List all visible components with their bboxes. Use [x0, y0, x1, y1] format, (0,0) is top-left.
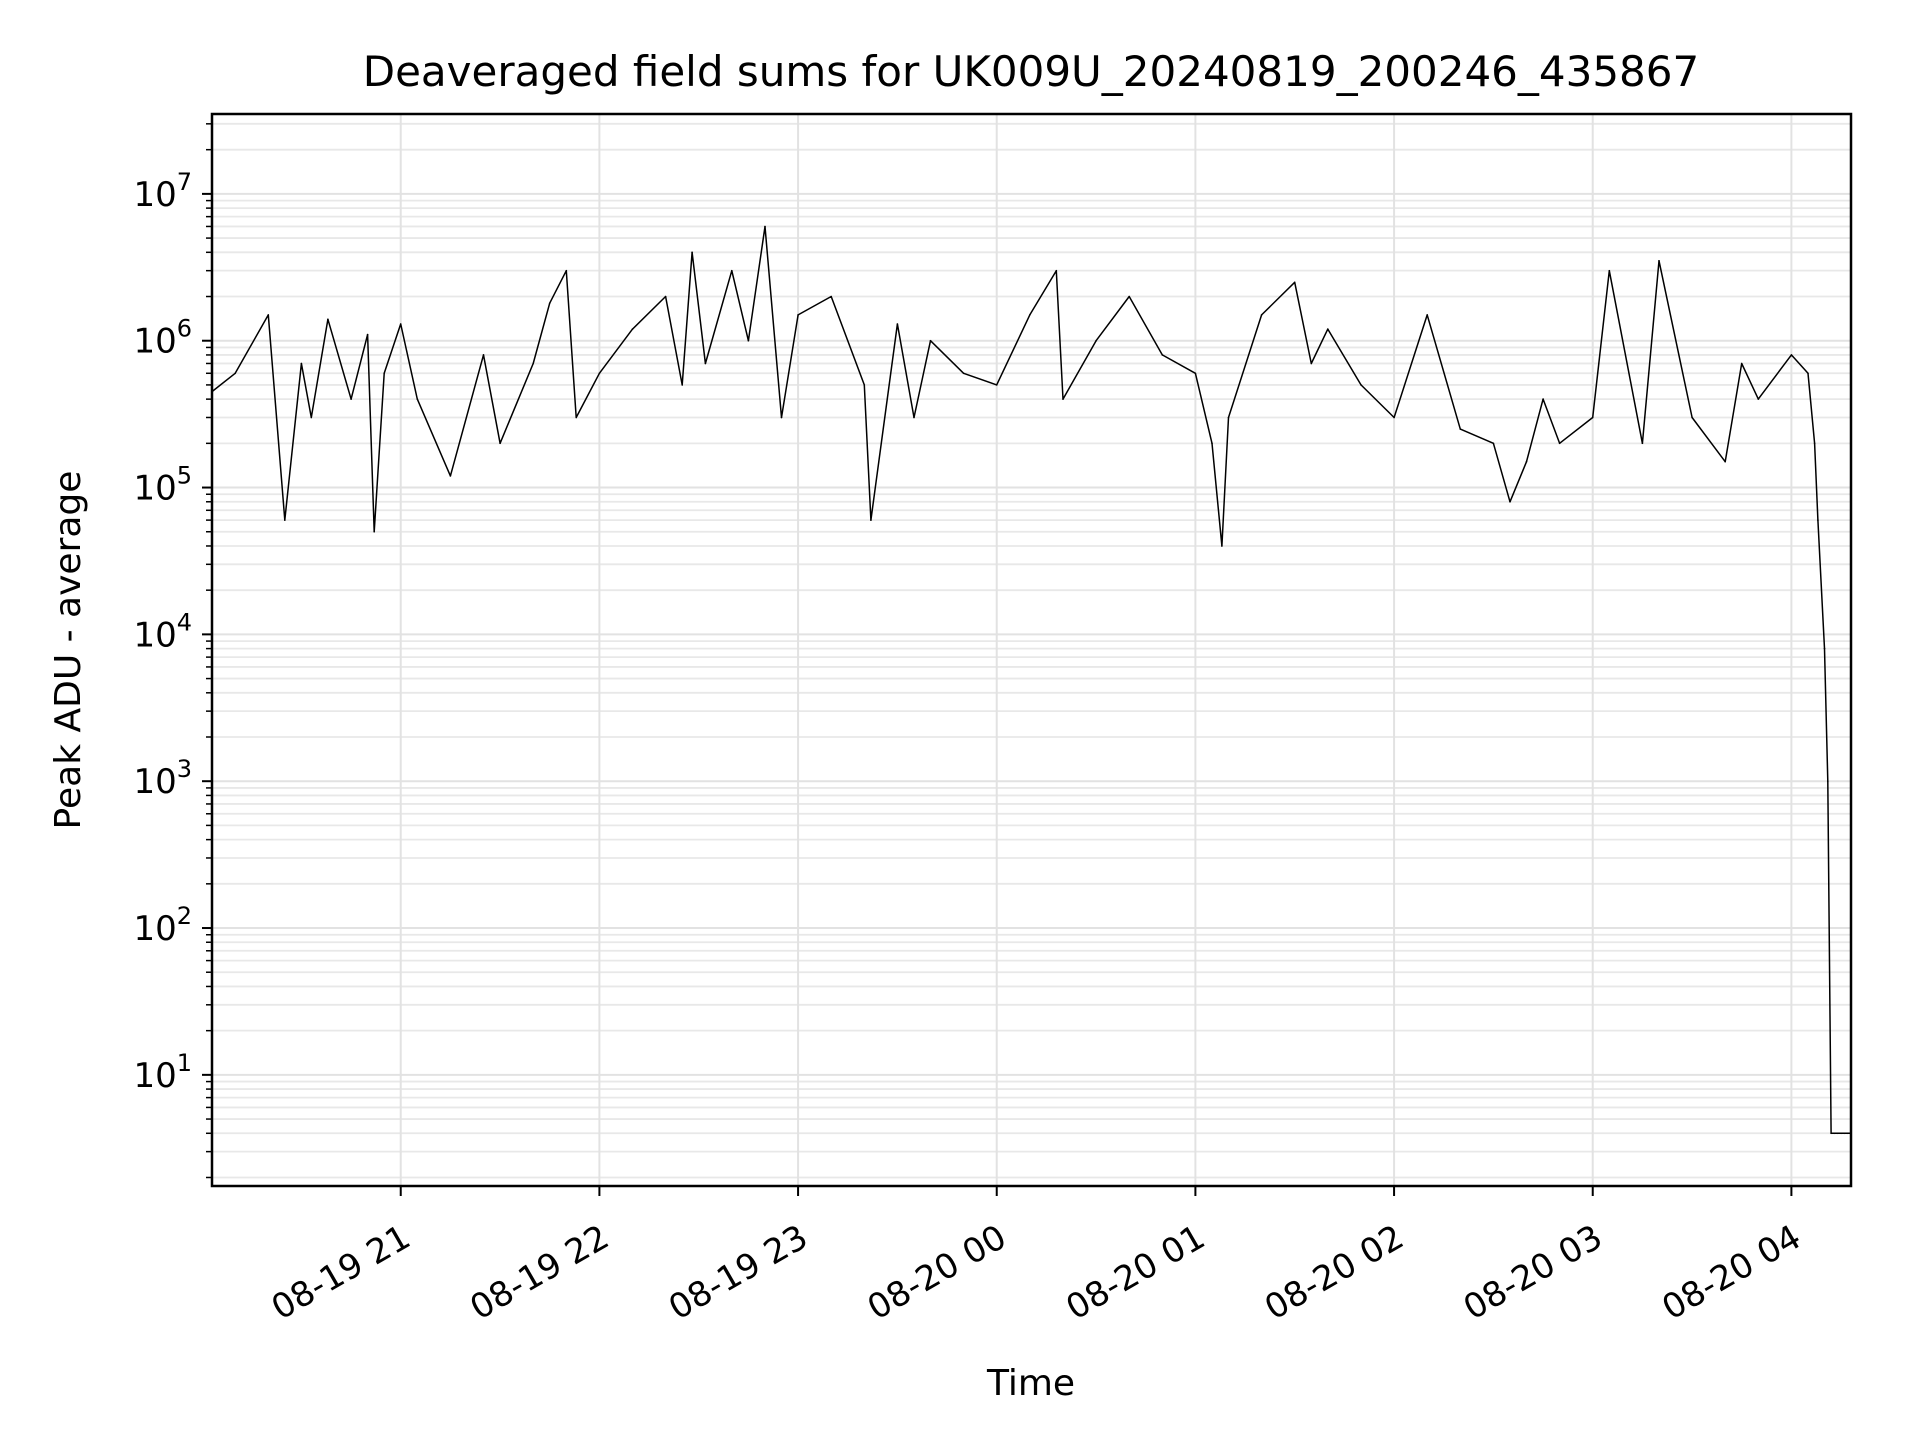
data-point [1525, 460, 1528, 463]
data-point [1227, 416, 1230, 419]
data-point [1833, 1132, 1836, 1135]
y-tick-label: 103 [133, 755, 192, 802]
data-point [416, 398, 419, 400]
data-point [1691, 416, 1693, 419]
y-tick-label: 107 [133, 168, 192, 215]
data-point [532, 362, 534, 365]
data-point [830, 295, 832, 298]
data-point [747, 339, 750, 342]
data-point [1221, 545, 1223, 547]
data-point [1790, 354, 1793, 356]
data-point [913, 416, 915, 419]
data-point [548, 302, 551, 305]
data-point [383, 372, 386, 375]
data-point [1830, 1132, 1832, 1135]
grid-lines [212, 114, 1851, 1186]
data-point [1641, 442, 1644, 445]
data-point [797, 314, 799, 316]
data-point [310, 416, 313, 419]
data-point [870, 519, 872, 521]
data-point [1823, 647, 1826, 650]
data-point [863, 384, 866, 386]
data-point [896, 323, 899, 325]
data-point [1161, 354, 1164, 356]
y-tick-label: 101 [133, 1049, 192, 1096]
data-point [1260, 314, 1263, 316]
y-tick-label: 104 [133, 608, 192, 655]
data-point [1608, 269, 1611, 272]
data-point [1459, 428, 1462, 430]
data-point [267, 314, 270, 316]
data-point [1542, 398, 1544, 400]
data-point [1310, 362, 1313, 365]
data-point [1837, 1132, 1839, 1135]
data-point [1062, 398, 1064, 400]
data-point [1055, 269, 1058, 272]
data-point [449, 475, 452, 477]
data-point [234, 372, 236, 375]
data-point [995, 384, 998, 386]
y-tick-label: 102 [133, 902, 192, 949]
data-point [1558, 442, 1561, 445]
data-point [1095, 339, 1097, 342]
y-tick-label: 106 [133, 315, 192, 362]
data-point [565, 269, 568, 272]
data-point [499, 442, 501, 445]
chart-title: Deaveraged field sums for UK009U_2024081… [363, 47, 1699, 96]
y-axis-label: Peak ADU - average [48, 471, 89, 830]
data-point [929, 339, 932, 342]
data-point [1029, 314, 1031, 316]
data-point [962, 372, 965, 375]
data-point [691, 251, 693, 254]
data-point [1591, 416, 1594, 419]
data-point [704, 362, 707, 365]
data-point [681, 384, 683, 386]
data-point [1807, 372, 1809, 375]
data-point [1194, 372, 1197, 375]
data-point [327, 318, 329, 321]
data-point [1128, 295, 1130, 298]
y-tick-label: 105 [133, 462, 192, 509]
data-point [598, 372, 601, 375]
data-point [1813, 442, 1816, 445]
data-point [350, 398, 352, 400]
data-point [366, 333, 369, 336]
data-point [575, 416, 577, 419]
data-point [1724, 460, 1726, 463]
data-point [300, 362, 303, 365]
data-point [780, 416, 783, 419]
data-point [1211, 442, 1213, 445]
data-point [482, 354, 485, 356]
data-point [764, 225, 766, 228]
data-point [1327, 328, 1329, 330]
x-axis-label: Time [986, 1363, 1075, 1404]
plot-frame [210, 112, 1853, 1188]
data-point [1740, 362, 1743, 365]
data-point [1360, 384, 1362, 386]
data-point [1293, 281, 1296, 284]
data-point [1509, 501, 1511, 503]
data-point [1843, 1132, 1846, 1135]
data-point [1426, 314, 1428, 316]
data-point [1817, 519, 1819, 521]
data-point [1757, 398, 1760, 400]
data-point [1393, 416, 1395, 419]
data-point [1827, 780, 1829, 782]
plot-area [211, 225, 1852, 1135]
data-point [1840, 1132, 1842, 1135]
data-point [664, 295, 667, 298]
data-point [731, 269, 733, 272]
data-point [1658, 260, 1660, 262]
data-point [284, 519, 286, 521]
data-point [631, 328, 634, 330]
data-point [1846, 1132, 1849, 1135]
data-point [1492, 442, 1495, 445]
data-point [399, 323, 402, 325]
data-point [373, 530, 376, 533]
